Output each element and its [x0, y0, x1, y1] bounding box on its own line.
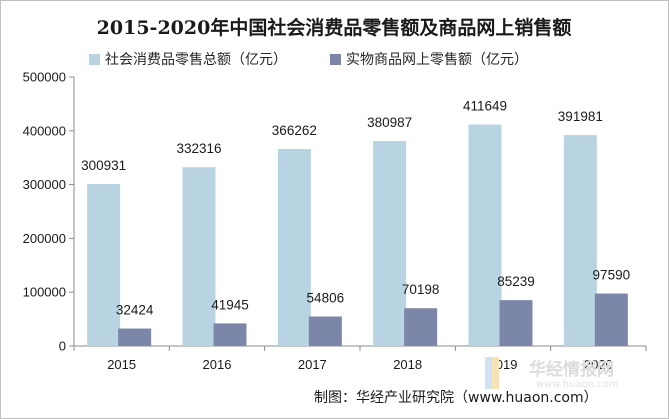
- y-tick-label: 100000: [23, 285, 66, 300]
- watermark: 华经情报网 www.huaon.com: [485, 357, 619, 390]
- bar-online-retail: [308, 316, 342, 346]
- bar-online-retail: [118, 328, 152, 346]
- bar-total-retail: [277, 148, 311, 346]
- data-label-online-retail: 70198: [402, 282, 440, 297]
- data-label-online-retail: 97590: [593, 267, 631, 282]
- legend-label-total: 社会消费品零售总额（亿元）: [105, 52, 287, 68]
- data-label-total-retail: 380987: [367, 115, 412, 130]
- watermark-logo-icon-accent: [492, 357, 499, 389]
- y-tick-label: 0: [59, 339, 66, 354]
- bar-total-retail: [373, 141, 407, 346]
- chart-title: 2015-2020年中国社会消费品零售额及商品网上销售额: [97, 16, 572, 39]
- y-axis: 0 100000 200000 300000 400000 500000: [23, 70, 75, 354]
- data-label-total-retail: 366262: [272, 123, 317, 138]
- bars: [87, 124, 628, 346]
- x-tick-label: 2020: [584, 357, 613, 372]
- source-note: 制图：华经产业研究院（www.huaon.com）: [314, 390, 598, 406]
- bar-total-retail: [87, 184, 121, 346]
- data-label-total-retail: 391981: [558, 109, 603, 124]
- x-tick-label: 2018: [393, 357, 422, 372]
- data-label-total-retail: 300931: [81, 158, 126, 173]
- bar-online-retail: [404, 308, 438, 346]
- data-label-online-retail: 41945: [211, 297, 249, 312]
- y-tick-label: 300000: [23, 177, 66, 192]
- bar-online-retail: [499, 300, 533, 346]
- x-tick-label: 2015: [107, 357, 136, 372]
- legend: 社会消费品零售总额（亿元） 实物商品网上零售额（亿元）: [89, 52, 528, 68]
- bar-total-retail: [468, 124, 502, 346]
- watermark-name: 华经情报网: [529, 359, 614, 380]
- bar-total-retail: [182, 167, 216, 346]
- x-tick-label: 2016: [203, 357, 232, 372]
- y-tick-label: 500000: [23, 70, 66, 85]
- data-label-total-retail: 411649: [463, 99, 507, 114]
- legend-swatch-total: [89, 54, 100, 65]
- watermark-logo-icon: [485, 357, 492, 389]
- bar-total-retail: [563, 135, 597, 346]
- data-labels: 300931 332316 366262 380987 411649 391981 3242…: [81, 99, 630, 318]
- legend-swatch-online: [330, 54, 341, 65]
- bar-online-retail: [594, 293, 628, 346]
- legend-label-online: 实物商品网上零售额（亿元）: [346, 52, 528, 68]
- x-tick-label: 2017: [298, 357, 327, 372]
- watermark-url: www.huaon.com: [536, 379, 619, 390]
- data-label-online-retail: 54806: [307, 291, 345, 306]
- bar-online-retail: [213, 323, 247, 346]
- data-label-online-retail: 85239: [497, 274, 535, 289]
- data-label-total-retail: 332316: [176, 141, 221, 156]
- y-tick-label: 400000: [23, 123, 66, 138]
- data-label-online-retail: 32424: [116, 303, 154, 318]
- y-tick-label: 200000: [23, 231, 66, 246]
